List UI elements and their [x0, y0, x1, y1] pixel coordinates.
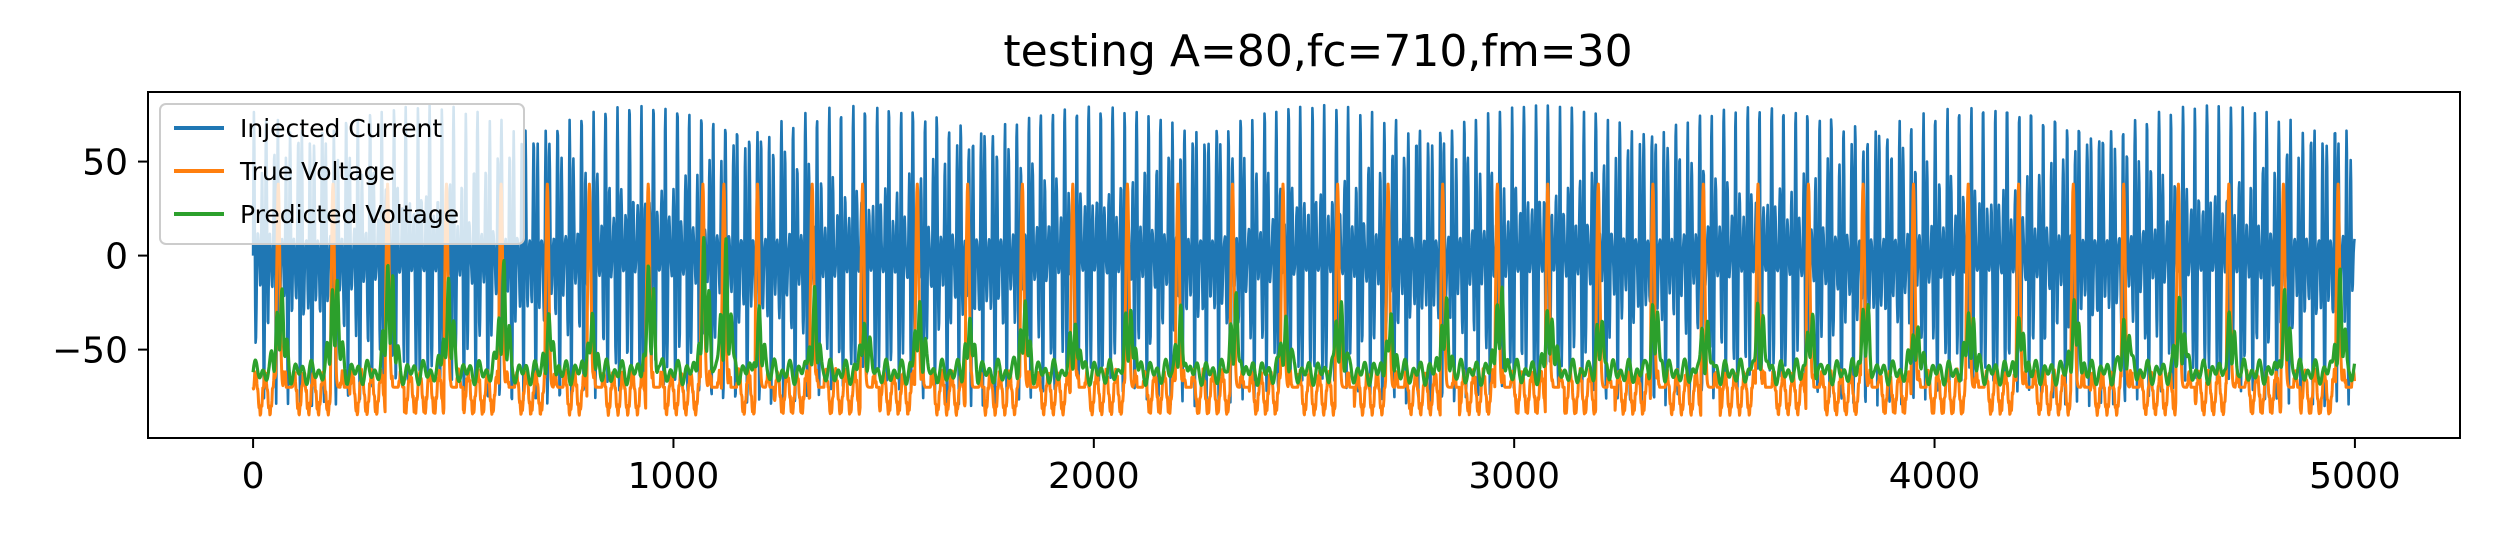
x-tick-label: 4000 [1889, 456, 1981, 497]
chart-title: testing A=80,fc=710,fm=30 [1003, 26, 1632, 77]
plot-frame [147, 91, 2461, 439]
legend-label-predicted-voltage: Predicted Voltage [240, 200, 459, 229]
legend: Injected Current True Voltage Predicted … [159, 103, 525, 245]
legend-label-injected-current: Injected Current [240, 114, 442, 143]
legend-label-true-voltage: True Voltage [239, 157, 395, 186]
series-layer [251, 103, 2357, 417]
y-axis: −50 0 50 [52, 143, 148, 372]
x-tick-label: 0 [242, 456, 265, 497]
x-tick-label: 5000 [2309, 456, 2401, 497]
series-line-injected-current [251, 103, 2356, 408]
y-tick-label: 0 [105, 237, 128, 278]
x-tick-label: 3000 [1468, 456, 1560, 497]
x-axis: 0 1000 2000 3000 4000 5000 [242, 438, 2401, 497]
x-tick-label: 2000 [1048, 456, 1140, 497]
series-line-predicted-voltage [251, 236, 2357, 387]
legend-box [159, 103, 525, 245]
x-tick-label: 1000 [628, 456, 720, 497]
y-tick-label: −50 [52, 331, 128, 372]
y-tick-label: 50 [82, 143, 128, 184]
